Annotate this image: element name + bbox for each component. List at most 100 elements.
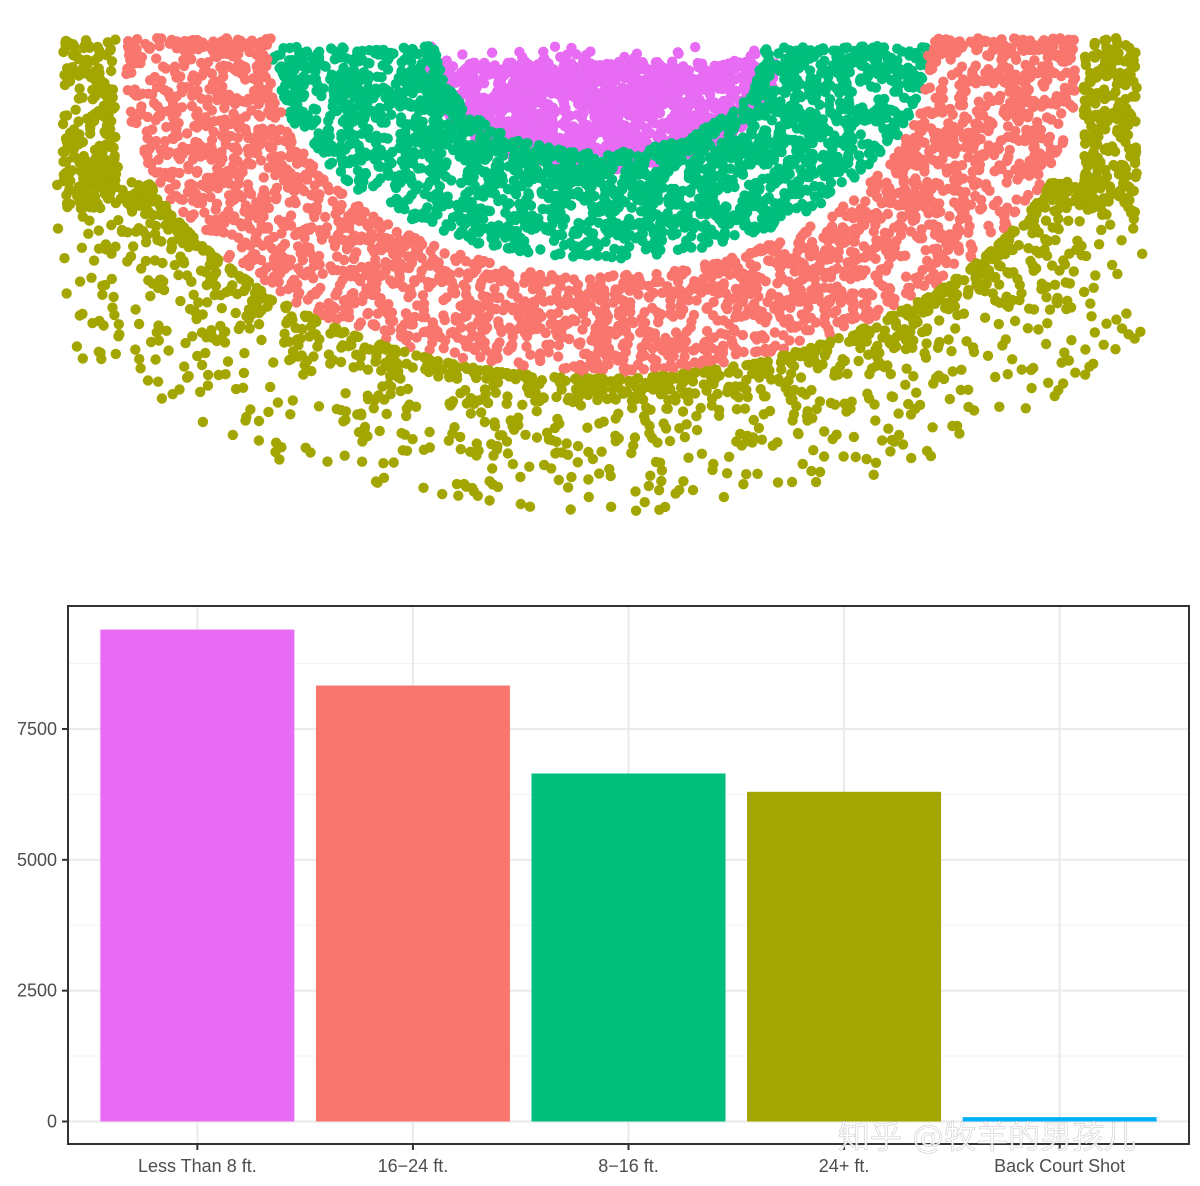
scatter-point bbox=[191, 110, 202, 121]
scatter-point bbox=[537, 108, 548, 119]
scatter-point bbox=[716, 65, 727, 76]
scatter-point bbox=[667, 56, 678, 67]
scatter-point bbox=[729, 230, 740, 241]
scatter-point bbox=[446, 175, 457, 186]
scatter-point bbox=[472, 91, 483, 103]
scatter-point bbox=[831, 83, 842, 95]
scatter-point bbox=[886, 59, 897, 70]
scatter-point bbox=[323, 115, 334, 127]
scatter-point bbox=[513, 180, 524, 191]
scatter-point bbox=[840, 43, 851, 54]
scatter-point bbox=[287, 74, 298, 85]
scatter-point bbox=[451, 96, 462, 108]
scatter-point bbox=[447, 109, 459, 121]
scatter-point bbox=[470, 123, 482, 135]
scatter-point bbox=[532, 71, 543, 82]
scatter-point bbox=[908, 82, 919, 93]
scatter-point bbox=[400, 126, 411, 138]
scatter-point bbox=[665, 183, 677, 195]
scatter-point bbox=[529, 119, 540, 130]
scatter-point bbox=[279, 238, 291, 250]
scatter-point bbox=[780, 173, 791, 184]
scatter-point bbox=[704, 139, 715, 151]
scatter-point bbox=[565, 65, 576, 76]
scatter-point bbox=[151, 53, 162, 64]
scatter-point bbox=[992, 195, 1003, 207]
scatter-point bbox=[494, 112, 506, 123]
scatter-point bbox=[563, 152, 574, 163]
scatter-point bbox=[973, 96, 984, 107]
scatter-point bbox=[492, 163, 503, 174]
scatter-point bbox=[818, 149, 829, 161]
scatter-point bbox=[318, 83, 329, 94]
scatter-point bbox=[598, 109, 609, 120]
scatter-point bbox=[301, 118, 312, 129]
scatter-point bbox=[147, 124, 158, 135]
scatter-point bbox=[578, 108, 589, 119]
scatter-point bbox=[910, 53, 921, 64]
scatter-point bbox=[736, 59, 747, 70]
scatter-point bbox=[750, 225, 761, 236]
scatter-point bbox=[843, 95, 854, 106]
scatter-point bbox=[674, 99, 685, 110]
scatter-point bbox=[463, 91, 475, 102]
scatter-point bbox=[581, 302, 592, 313]
scatter-point bbox=[357, 45, 368, 57]
scatter-point bbox=[329, 89, 340, 100]
scatter-point bbox=[497, 150, 509, 161]
scatter-point bbox=[504, 322, 515, 333]
scatter-point bbox=[346, 54, 358, 65]
scatter-point bbox=[410, 99, 421, 111]
scatter-point bbox=[673, 48, 684, 59]
scatter-point bbox=[756, 106, 767, 118]
scatter-point bbox=[846, 105, 857, 116]
scatter-point bbox=[825, 177, 837, 188]
scatter-point bbox=[501, 61, 512, 72]
scatter-point bbox=[435, 137, 446, 148]
scatter-point bbox=[737, 205, 749, 216]
scatter-point bbox=[558, 239, 570, 251]
scatter-point bbox=[337, 42, 348, 53]
scatter-point bbox=[594, 59, 606, 71]
scatter-point bbox=[389, 179, 401, 191]
scatter-point bbox=[430, 209, 441, 220]
scatter-point bbox=[385, 197, 397, 208]
scatter-point bbox=[502, 243, 514, 254]
scatter-point bbox=[376, 117, 387, 128]
scatter-point bbox=[486, 47, 498, 58]
scatter-point bbox=[828, 159, 839, 170]
scatter-point bbox=[453, 267, 465, 278]
scatter-point bbox=[644, 240, 655, 252]
scatter-point bbox=[439, 248, 450, 259]
scatter-point bbox=[572, 82, 583, 93]
scatter-point bbox=[497, 194, 509, 205]
scatter-point bbox=[429, 62, 441, 73]
scatter-point bbox=[430, 85, 442, 96]
scatter-point bbox=[907, 215, 918, 226]
scatter-point bbox=[915, 71, 926, 83]
scatter-point bbox=[610, 75, 621, 86]
scatter-point bbox=[686, 111, 697, 123]
scatter-point bbox=[714, 181, 725, 192]
scatter-point bbox=[370, 320, 381, 332]
scatter-point bbox=[635, 108, 647, 120]
scatter-point bbox=[841, 119, 852, 130]
scatter-point bbox=[815, 132, 826, 143]
scatter-point bbox=[311, 115, 322, 126]
scatter-point bbox=[769, 102, 780, 114]
scatter-point bbox=[818, 45, 829, 56]
scatter-point bbox=[502, 83, 513, 94]
scatter-point bbox=[600, 223, 611, 234]
scatter-point bbox=[572, 247, 583, 258]
scatter-point bbox=[542, 159, 553, 171]
scatter-point bbox=[804, 78, 815, 89]
scatter-point bbox=[920, 84, 931, 95]
scatter-point bbox=[553, 80, 564, 92]
scatter-point bbox=[535, 244, 546, 255]
scatter-point bbox=[335, 52, 346, 63]
scatter-point bbox=[641, 93, 652, 104]
scatter-point bbox=[577, 128, 588, 139]
scatter-point bbox=[863, 148, 875, 159]
scatter-point bbox=[631, 160, 642, 171]
scatter-point bbox=[434, 167, 445, 178]
